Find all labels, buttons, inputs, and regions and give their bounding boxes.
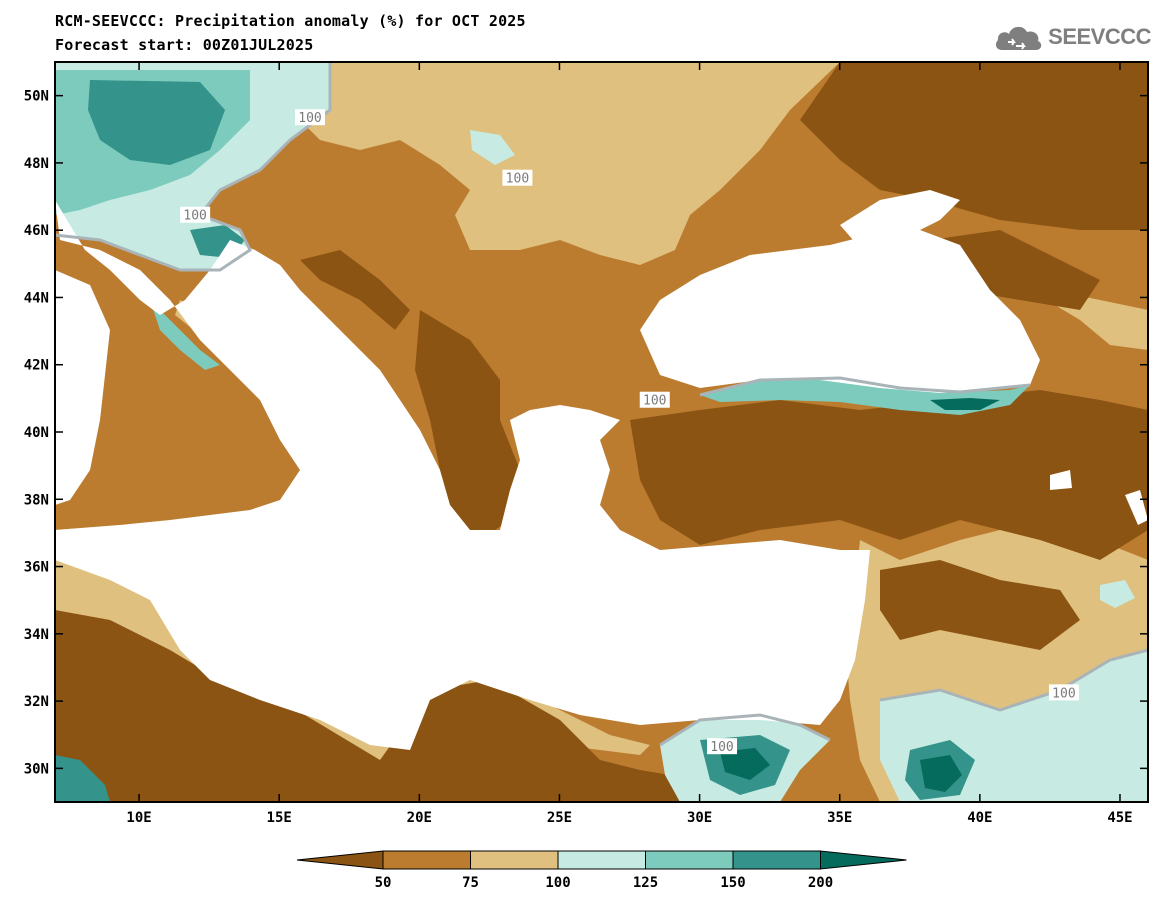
colorbar-swatch-high	[820, 850, 907, 870]
anomaly-below-50-balkans	[415, 310, 520, 540]
colorbar-swatch	[732, 850, 821, 870]
anomaly-above-150-tunisia-corner	[55, 755, 110, 802]
lat-tick-label: 34N	[24, 627, 49, 643]
anomaly-below-50-turkey	[630, 390, 1148, 560]
lat-tick-label: 40N	[24, 425, 49, 441]
anomaly-below-50-croatia	[300, 250, 410, 330]
colorbar: 50 75 100 125 150 200	[296, 850, 907, 891]
anomaly-above-200-egypt	[720, 748, 770, 780]
contour-line-egypt	[659, 713, 831, 747]
contour-label-bg	[1048, 684, 1079, 701]
contour-line-blacksea	[699, 376, 1031, 397]
logo-text: SEEVCCC	[1048, 24, 1151, 49]
map-title: RCM-SEEVCCC: Precipitation anomaly (%) f…	[55, 12, 526, 30]
colorbar-label: 125	[633, 875, 658, 891]
longitude-axis: 10E 15E 20E 25E 30E 35E 40E 45E	[126, 62, 1133, 826]
anomaly-above-150-black-sea-south	[930, 398, 1000, 410]
colorbar-label: 50	[375, 875, 392, 891]
lat-tick-label: 30N	[24, 761, 49, 777]
map-area	[55, 62, 1148, 802]
lat-tick-label: 50N	[24, 89, 49, 105]
colorbar-label: 100	[545, 875, 570, 891]
sea-of-azov	[840, 190, 960, 248]
latitude-axis: 30N 32N 34N 36N 38N 40N 42N 44N 46N 48N 50N	[24, 89, 1148, 777]
lake-turkey	[1050, 470, 1072, 490]
lon-tick-label: 15E	[267, 810, 292, 826]
lat-tick-label: 42N	[24, 358, 49, 374]
lat-tick-label: 44N	[24, 290, 49, 306]
contour-line-alps	[55, 62, 332, 272]
anomaly-above-200-arabia	[920, 755, 962, 792]
anomaly-above-100-iraq-spot	[1100, 580, 1135, 608]
contour-label-bg	[639, 391, 670, 408]
contour-label-bg	[180, 206, 211, 223]
colorbar-swatch	[645, 850, 734, 870]
tyrrhenian-sea-west	[55, 270, 110, 505]
anomaly-above-100-adriatic	[150, 300, 220, 370]
contour-label: 100	[298, 111, 321, 126]
contour-label: 100	[506, 172, 529, 187]
lat-tick-label: 48N	[24, 156, 49, 172]
lon-tick-label: 35E	[827, 810, 852, 826]
contour-label-bg	[295, 109, 326, 126]
colorbar-label: 75	[462, 875, 479, 891]
contour-label: 100	[710, 740, 733, 755]
contour-label-bg	[502, 169, 533, 186]
colorbar-label: 200	[808, 875, 833, 891]
colorbar-swatch	[557, 850, 646, 870]
black-sea	[640, 230, 1040, 393]
lat-tick-label: 32N	[24, 694, 49, 710]
lon-tick-label: 30E	[687, 810, 712, 826]
lon-tick-label: 45E	[1107, 810, 1132, 826]
colorbar-swatch	[470, 850, 559, 870]
lon-tick-label: 20E	[407, 810, 432, 826]
anomaly-75-100-central-europe	[300, 62, 840, 265]
lat-tick-label: 38N	[24, 492, 49, 508]
anomaly-above-100-ukraine-spot	[470, 130, 515, 165]
cloud-logo-icon	[996, 26, 1042, 50]
mediterranean-sea	[55, 200, 870, 750]
forecast-start-label: Forecast start: 00Z01JUL2025	[55, 36, 314, 54]
contour-label: 100	[183, 209, 206, 224]
contour-line-arabia	[879, 648, 1148, 712]
colorbar-swatch-low	[296, 850, 384, 870]
lon-tick-label: 10E	[126, 810, 151, 826]
seevccc-logo: SEEVCCC	[994, 20, 1151, 54]
lat-tick-label: 36N	[24, 560, 49, 576]
anomaly-below-50-syria	[880, 560, 1080, 650]
anomaly-below-50-ukraine	[800, 62, 1148, 230]
contour-label-bg	[707, 738, 738, 755]
contour-labels: 100 100 100 100 100 100	[180, 109, 1079, 755]
contour-label: 100	[1052, 686, 1075, 701]
colorbar-swatch	[382, 850, 471, 870]
contour-100-lines	[55, 62, 1148, 747]
anomaly-above-150-alps	[88, 80, 225, 165]
lon-tick-label: 25E	[547, 810, 572, 826]
contour-label: 100	[643, 394, 666, 409]
lat-tick-label: 46N	[24, 223, 49, 239]
anomaly-below-50-libya	[55, 610, 700, 802]
colorbar-label: 150	[720, 875, 745, 891]
lon-tick-label: 40E	[967, 810, 992, 826]
